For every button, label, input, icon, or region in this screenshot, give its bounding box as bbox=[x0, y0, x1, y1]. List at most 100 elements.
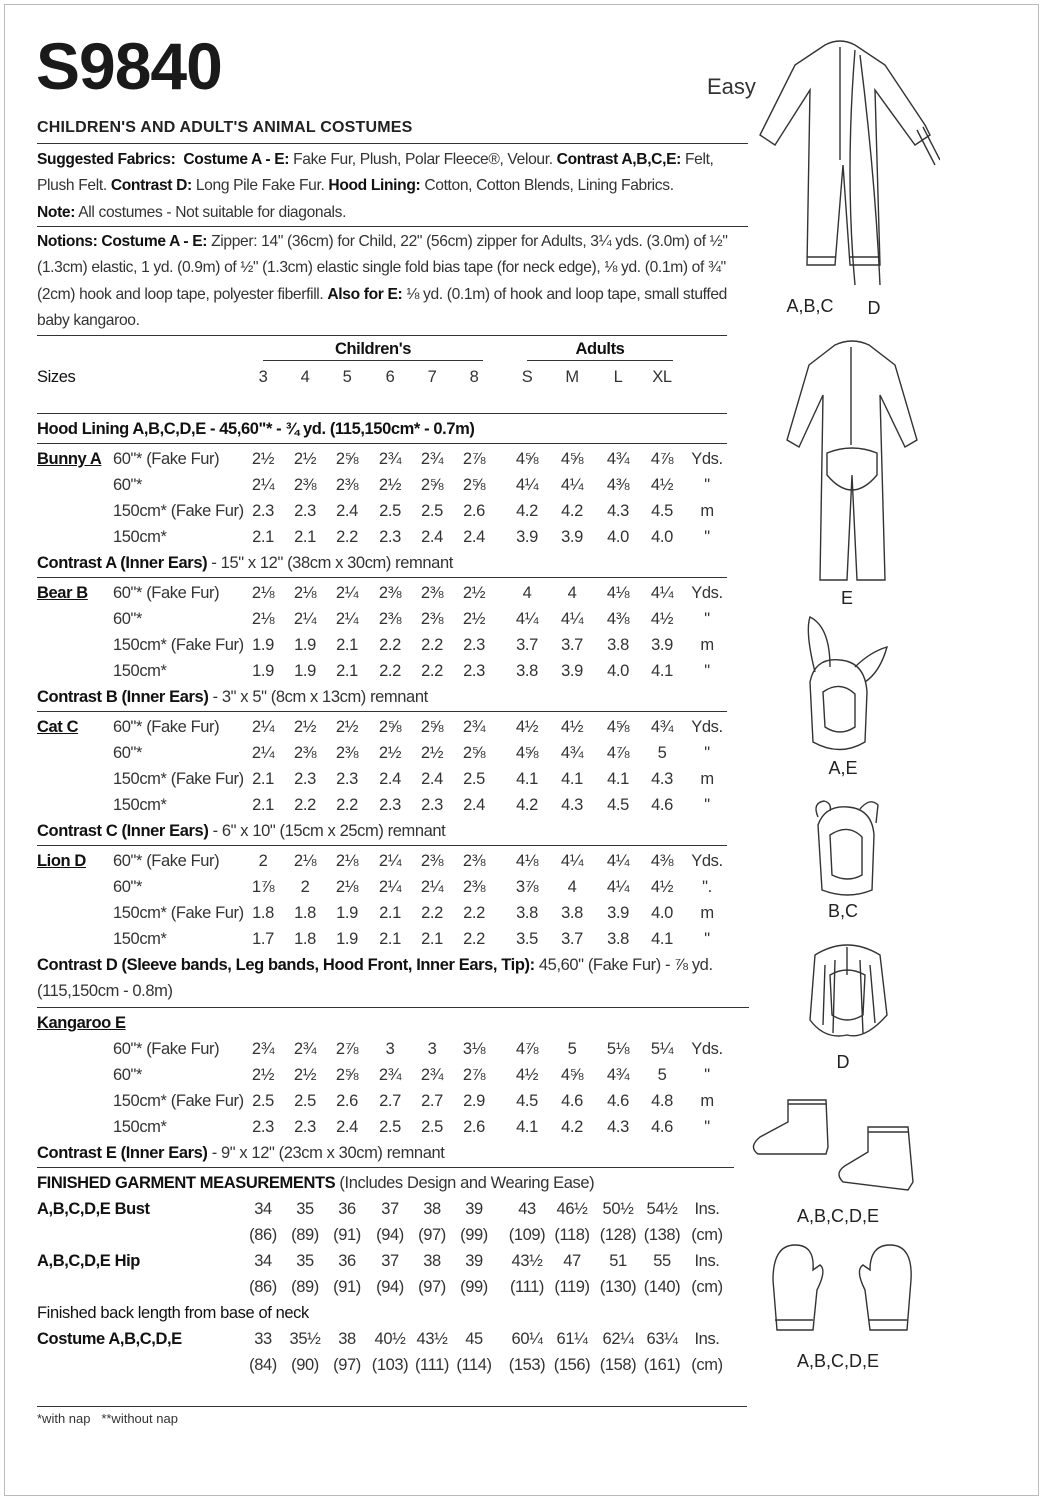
size-value: 4¼ bbox=[560, 476, 584, 494]
hood-lining: Hood Lining A,B,C,D,E - 45,60"* - ¾ yd. … bbox=[37, 420, 475, 438]
contrast-label: Contrast C (Inner Ears) bbox=[37, 822, 209, 840]
fabric-width: 150cm* (Fake Fur) bbox=[113, 1092, 244, 1110]
size-value: 43½ bbox=[511, 1252, 543, 1270]
yardage-row: 150cm* 2.3 2.3 2.4 2.5 2.5 2.6 4.1 4.2 4.3 4.6 " bbox=[0, 1114, 760, 1140]
label: Hood Lining: bbox=[328, 177, 421, 195]
jumpsuit-abcd-illustration bbox=[759, 40, 940, 286]
size-value: 4½ bbox=[560, 718, 584, 736]
size-value: 4.1 bbox=[516, 1118, 538, 1136]
unit: (cm) bbox=[691, 1226, 723, 1244]
fabric-width: 60"* (Fake Fur) bbox=[113, 1040, 220, 1058]
yardage-chart: Children's Adults Sizes 3 4 5 6 7 8 S M L XL Hood Lin… bbox=[0, 338, 760, 1407]
yardage-row: Bear B 60"* (Fake Fur) 2⅛ 2⅛ 2¼ 2⅜ 2⅜ 2½ 4 4 4⅛ 4¼ Y… bbox=[0, 580, 760, 606]
size-value: 4¾ bbox=[560, 744, 584, 762]
size-value: 2⅜ bbox=[462, 878, 486, 896]
illustration-label: E bbox=[840, 588, 854, 608]
size-value: 2⅝ bbox=[420, 718, 444, 736]
bear-cat-hood-illustration bbox=[815, 800, 879, 896]
size-value: 3 bbox=[427, 1040, 437, 1058]
contrast-row: Contrast A (Inner Ears) - 15" x 12" (38c… bbox=[0, 550, 760, 576]
fabric-width: 60"* bbox=[113, 744, 143, 762]
size-value: 3.7 bbox=[561, 930, 583, 948]
label: Contrast A,B,C,E: bbox=[556, 151, 682, 168]
size-value: 4⅜ bbox=[650, 852, 674, 870]
unit: " bbox=[704, 610, 710, 628]
size-value: 4⅜ bbox=[606, 476, 630, 494]
size-value: 34 bbox=[254, 1252, 272, 1270]
contrast-text: Contrast D (Sleeve bands, Leg bands, Hoo… bbox=[37, 952, 713, 978]
size-value: 4¼ bbox=[515, 610, 539, 628]
size-value: 2¾ bbox=[378, 450, 402, 468]
unit: " bbox=[704, 930, 710, 948]
unit: " bbox=[704, 744, 710, 762]
size-value: 39 bbox=[465, 1200, 483, 1218]
size-value: 4½ bbox=[515, 1066, 539, 1084]
size-value: 4.0 bbox=[607, 528, 629, 546]
size-value: 2½ bbox=[462, 610, 486, 628]
costume-name: Bunny A bbox=[37, 450, 102, 468]
fabric-width: 150cm* (Fake Fur) bbox=[113, 904, 244, 922]
size-value: 3.8 bbox=[607, 930, 629, 948]
size-value: 2.5 bbox=[252, 1092, 274, 1110]
divider bbox=[37, 711, 727, 712]
size-value: 2.3 bbox=[294, 502, 316, 520]
unit: (cm) bbox=[691, 1278, 723, 1296]
fabric-width: 150cm* bbox=[113, 662, 167, 680]
fabric-width: 150cm* bbox=[113, 796, 167, 814]
size-value: 2⅜ bbox=[420, 610, 444, 628]
yardage-row: 60"* 2½ 2½ 2⅝ 2¾ 2¾ 2⅞ 4½ 4⅝ 4¾ 5 " bbox=[0, 1062, 760, 1088]
illustration-label: A,B,C,D,E bbox=[796, 1351, 880, 1371]
size-value: 2.2 bbox=[379, 636, 401, 654]
size-value: (86) bbox=[249, 1278, 277, 1296]
size-value: 35 bbox=[296, 1252, 314, 1270]
size-value: 2⅜ bbox=[293, 744, 317, 762]
size-value: 33 bbox=[254, 1330, 272, 1348]
measurement-row-cm: (84) (90) (97) (103) (111) (114) (153) (156) (15… bbox=[0, 1352, 760, 1378]
size-value: 4⅛ bbox=[606, 584, 630, 602]
yardage-row: Bunny A 60"* (Fake Fur) 2½ 2½ 2⅝ 2¾ 2¾ 2⅞ 4⅝ 4⅝ 4¾… bbox=[0, 446, 760, 472]
unit: (cm) bbox=[691, 1356, 723, 1374]
size-value: (103) bbox=[371, 1356, 409, 1374]
unit: " bbox=[704, 1118, 710, 1136]
size-value: 2.1 bbox=[336, 636, 358, 654]
size-value: 2¼ bbox=[335, 584, 359, 602]
size-value: 3.9 bbox=[516, 528, 538, 546]
size-value: 2.6 bbox=[336, 1092, 358, 1110]
size-value: 5 bbox=[342, 368, 352, 386]
contrast-detail: (115,150cm - 0.8m) bbox=[37, 982, 173, 1000]
size-value: 4⅞ bbox=[606, 744, 630, 762]
size-value: 4.6 bbox=[607, 1092, 629, 1110]
size-value: 2¼ bbox=[335, 610, 359, 628]
children-group-label: Children's bbox=[263, 338, 483, 361]
contrast-row: Contrast C (Inner Ears) - 6" x 10" (15cm… bbox=[0, 818, 760, 844]
size-value: 4⅝ bbox=[515, 450, 539, 468]
size-value: 2½ bbox=[378, 476, 402, 494]
notions-label: Notions: bbox=[37, 233, 98, 250]
size-value: 4⅞ bbox=[515, 1040, 539, 1058]
size-value: 2.1 bbox=[379, 904, 401, 922]
measurement-row-ins: A,B,C,D,E Hip 34 35 36 37 38 39 43½ 47 51 55 Ins. bbox=[0, 1248, 760, 1274]
label: Contrast D: bbox=[110, 177, 192, 195]
size-value: 4⅜ bbox=[606, 610, 630, 628]
yardage-row: 150cm* 1.7 1.8 1.9 2.1 2.1 2.2 3.5 3.7 3.8 4.1 " bbox=[0, 926, 760, 952]
size-value: XL bbox=[652, 368, 672, 386]
size-value: 4.0 bbox=[607, 662, 629, 680]
size-value: 2.1 bbox=[336, 662, 358, 680]
measurement-row-ins: A,B,C,D,E Bust 34 35 36 37 38 39 43 46½ 50½ 54½ Ins… bbox=[0, 1196, 760, 1222]
costume-name: Lion D bbox=[37, 852, 86, 870]
measurements-title-text: FINISHED GARMENT MEASUREMENTS bbox=[37, 1174, 336, 1192]
size-value: 3.7 bbox=[516, 636, 538, 654]
yardage-row: 150cm* (Fake Fur) 1.8 1.8 1.9 2.1 2.2 2.2 3.8 3.… bbox=[0, 900, 760, 926]
size-value: (109) bbox=[508, 1226, 546, 1244]
size-value: (128) bbox=[599, 1226, 637, 1244]
size-value: 4.1 bbox=[561, 770, 583, 788]
size-value: 47 bbox=[563, 1252, 581, 1270]
fabric-width: 60"* (Fake Fur) bbox=[113, 852, 220, 870]
size-value: 3.9 bbox=[561, 528, 583, 546]
size-value: 2.1 bbox=[294, 528, 316, 546]
size-value: 2.4 bbox=[336, 1118, 358, 1136]
back-length-title: Finished back length from base of neck bbox=[37, 1304, 309, 1322]
size-value: 35 bbox=[296, 1200, 314, 1218]
size-value: 38 bbox=[423, 1252, 441, 1270]
measurement-row-cm: (86) (89) (91) (94) (97) (99) (109) (118) (128) (… bbox=[0, 1222, 760, 1248]
